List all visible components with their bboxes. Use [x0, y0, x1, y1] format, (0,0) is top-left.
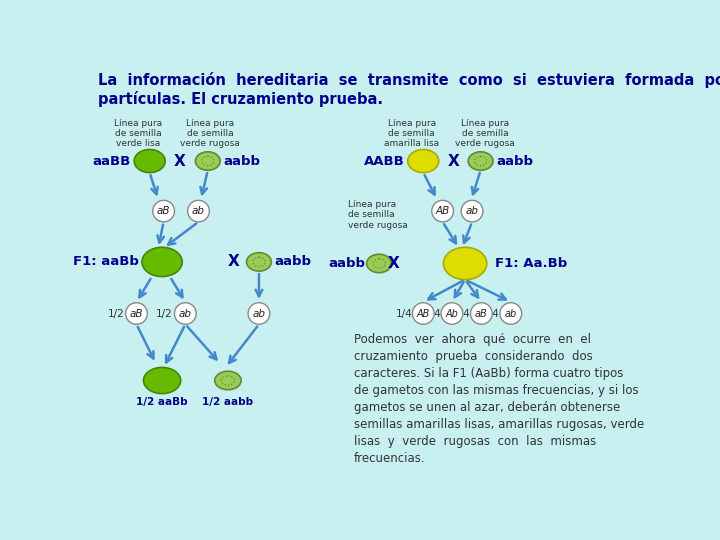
Circle shape: [126, 303, 148, 325]
Text: AB: AB: [436, 206, 450, 216]
Text: 1/4: 1/4: [424, 308, 441, 319]
Text: La  información  hereditaria  se  transmite  como  si  estuviera  formada  por
p: La información hereditaria se transmite …: [98, 72, 720, 107]
Ellipse shape: [143, 367, 181, 394]
Text: 1/4: 1/4: [454, 308, 471, 319]
Text: AABB: AABB: [364, 154, 405, 167]
Text: aabb: aabb: [223, 154, 261, 167]
Text: 1/4: 1/4: [483, 308, 500, 319]
Ellipse shape: [408, 150, 438, 173]
Ellipse shape: [444, 247, 487, 280]
Ellipse shape: [142, 247, 182, 276]
Text: Línea pura
de semilla
amarilla lisa: Línea pura de semilla amarilla lisa: [384, 119, 439, 148]
Text: aabb: aabb: [496, 154, 533, 167]
Circle shape: [462, 200, 483, 222]
Text: aabb: aabb: [328, 257, 365, 270]
Text: 1/2: 1/2: [156, 308, 173, 319]
Ellipse shape: [468, 152, 493, 170]
Text: Línea pura
de semilla
verde rugosa: Línea pura de semilla verde rugosa: [348, 200, 408, 230]
Circle shape: [174, 303, 196, 325]
Text: Ab: Ab: [446, 308, 459, 319]
Circle shape: [500, 303, 522, 325]
Text: Podemos  ver  ahora  qué  ocurre  en  el
cruzamiento  prueba  considerando  dos
: Podemos ver ahora qué ocurre en el cruza…: [354, 333, 644, 465]
Circle shape: [413, 303, 434, 325]
Text: aB: aB: [130, 308, 143, 319]
Circle shape: [188, 200, 210, 222]
Text: F1: aaBb: F1: aaBb: [73, 255, 139, 268]
Text: ab: ab: [179, 308, 192, 319]
Ellipse shape: [215, 372, 241, 390]
Text: X: X: [228, 254, 239, 269]
Text: AB: AB: [417, 308, 430, 319]
Circle shape: [248, 303, 270, 325]
Text: F1: Aa.Bb: F1: Aa.Bb: [495, 257, 567, 270]
Circle shape: [153, 200, 174, 222]
Circle shape: [441, 303, 463, 325]
Text: aabb: aabb: [274, 255, 312, 268]
Text: ab: ab: [253, 308, 266, 319]
Ellipse shape: [246, 253, 271, 271]
Text: 1/4: 1/4: [396, 308, 413, 319]
Text: X: X: [388, 256, 400, 271]
Text: aaBB: aaBB: [93, 154, 131, 167]
Text: X: X: [448, 153, 459, 168]
Text: ab: ab: [466, 206, 479, 216]
Text: ab: ab: [192, 206, 205, 216]
Text: 1/2 aaBb: 1/2 aaBb: [136, 397, 188, 408]
Text: 1/2 aabb: 1/2 aabb: [202, 397, 253, 408]
Circle shape: [432, 200, 454, 222]
Text: Línea pura
de semilla
verde rugosa: Línea pura de semilla verde rugosa: [455, 119, 515, 148]
Circle shape: [471, 303, 492, 325]
Ellipse shape: [366, 254, 392, 273]
Text: ab: ab: [505, 308, 517, 319]
Text: Línea pura
de semilla
verde rugosa: Línea pura de semilla verde rugosa: [180, 119, 240, 148]
Text: aB: aB: [157, 206, 171, 216]
Text: X: X: [174, 153, 186, 168]
Text: aB: aB: [475, 308, 487, 319]
Ellipse shape: [134, 150, 165, 173]
Text: 1/2: 1/2: [107, 308, 124, 319]
Text: Línea pura
de semilla
verde lisa: Línea pura de semilla verde lisa: [114, 119, 162, 148]
Ellipse shape: [195, 152, 220, 170]
